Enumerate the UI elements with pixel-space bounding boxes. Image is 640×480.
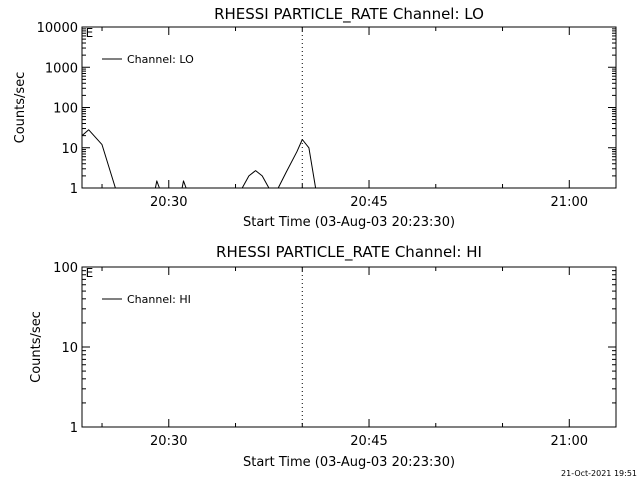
lo-data-line [277, 139, 317, 189]
lo-legend-label: Channel: LO [127, 53, 194, 66]
hi-chart-title: RHESSI PARTICLE_RATE Channel: HI [216, 243, 482, 262]
hi-y-axis-label: Counts/sec [29, 311, 44, 383]
lo-x-tick-label: 21:00 [551, 195, 588, 210]
lo-y-axis-label: Counts/sec [13, 72, 28, 144]
hi-y-tick-label: 100 [53, 261, 78, 276]
lo-x-tick-label: 20:45 [350, 195, 387, 210]
lo-channel-panel: 20:3020:4521:0021:1521:3021:4522:0011010… [13, 5, 617, 230]
hi-y-tick-label: 10 [61, 341, 78, 356]
lo-event-marker-label: E [86, 26, 94, 40]
lo-x-tick-label: 20:30 [150, 195, 187, 210]
hi-x-tick-label: 20:45 [350, 434, 387, 449]
lo-y-tick-label: 1000 [45, 61, 78, 76]
hi-event-marker-label: E [86, 266, 94, 280]
lo-y-tick-label: 10 [61, 142, 78, 157]
hi-x-tick-label: 21:00 [551, 434, 588, 449]
hi-legend-label: Channel: HI [127, 293, 191, 306]
lo-y-tick-label: 100 [53, 102, 78, 117]
lo-y-tick-label: 1 [70, 182, 78, 197]
lo-x-axis-label: Start Time (03-Aug-03 20:23:30) [243, 215, 455, 230]
hi-x-axis-label: Start Time (03-Aug-03 20:23:30) [243, 455, 455, 470]
hi-channel-panel: 20:3020:4521:0021:1521:3021:4522:0011010… [29, 243, 617, 470]
lo-data-line [81, 129, 116, 189]
lo-data-line [154, 180, 160, 189]
lo-data-line [241, 170, 270, 189]
hi-y-tick-label: 1 [70, 421, 78, 436]
lo-y-tick-label: 10000 [37, 21, 78, 36]
lo-chart-title: RHESSI PARTICLE_RATE Channel: LO [214, 5, 484, 24]
timestamp-text: 21-Oct-2021 19:51 [561, 469, 637, 478]
hi-x-tick-label: 20:30 [150, 434, 187, 449]
lo-data-line [181, 180, 187, 189]
